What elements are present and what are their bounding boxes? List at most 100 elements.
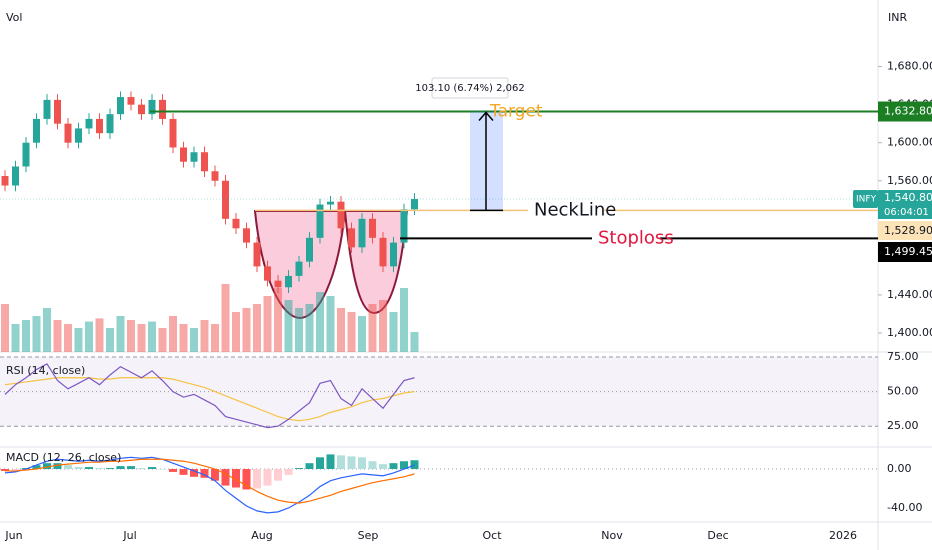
y-tick-label: 1,680.00 — [887, 60, 932, 73]
volume-bar — [316, 292, 324, 352]
macd-histogram-bar — [11, 469, 20, 470]
rsi-tick-label: 75.00 — [887, 350, 919, 363]
macd-histogram-bar — [337, 455, 345, 470]
candle-body — [106, 114, 114, 134]
macd-histogram-bar — [295, 468, 303, 470]
volume-bar — [358, 316, 366, 352]
macd-histogram-bar — [190, 469, 198, 477]
macd-histogram-bar — [64, 465, 72, 470]
macd-histogram-bar — [85, 467, 93, 470]
volume-bar — [221, 284, 230, 352]
candle-body — [411, 199, 418, 210]
volume-bar — [368, 304, 377, 352]
candle-body — [127, 97, 135, 105]
macd-tick-label: -40.00 — [887, 501, 922, 514]
last-price-tag — [878, 190, 932, 219]
arrow-head — [478, 111, 494, 121]
x-tick-label: Jun — [4, 529, 22, 542]
candle-body — [232, 218, 240, 229]
macd-histogram-bar — [211, 469, 219, 481]
volume-bar — [274, 288, 282, 352]
candle-body — [138, 104, 145, 115]
label-bg — [592, 227, 660, 250]
volume-bar — [11, 324, 20, 352]
macd-title: MACD (12, 26, close) — [6, 451, 121, 464]
stoploss-price-label: 1,499.45 — [884, 245, 932, 258]
countdown-label: 06:04:01 — [884, 207, 929, 218]
macd-histogram-bar — [253, 469, 261, 489]
macd-histogram-bar — [379, 464, 387, 470]
volume-bar — [305, 304, 314, 352]
candle-body — [1, 176, 9, 186]
candle-body — [180, 147, 187, 162]
macd-histogram-bar — [389, 463, 398, 470]
candle-body — [243, 228, 250, 243]
volume-bar — [43, 308, 51, 352]
volume-bar — [53, 320, 62, 352]
target-price-tag — [878, 101, 932, 122]
x-tick-label: 2026 — [829, 529, 857, 542]
macd-histogram-bar — [74, 467, 83, 470]
last-price-label: 1,540.80 — [884, 191, 932, 204]
currency-label: INR — [888, 11, 907, 24]
macd-histogram-bar — [179, 469, 188, 475]
macd-histogram-bar — [400, 461, 408, 470]
candle-body — [75, 128, 82, 143]
candle-body — [12, 166, 19, 186]
volume-bar — [64, 324, 72, 352]
y-tick-label: 1,600.00 — [887, 136, 932, 149]
macd-histogram-bar — [284, 469, 293, 475]
candle-body — [379, 237, 387, 267]
candle-body — [222, 180, 229, 219]
volume-bar — [127, 320, 135, 352]
macd-histogram-bar — [169, 469, 177, 472]
volume-bar — [1, 304, 9, 352]
candle-body — [85, 118, 93, 129]
volume-bar — [148, 321, 156, 352]
macd-histogram-bar — [158, 469, 167, 470]
candle-body — [348, 228, 355, 248]
candle-body — [337, 201, 345, 229]
macd-histogram-bar — [137, 468, 146, 470]
symbol-tag — [853, 190, 878, 208]
candle-body — [390, 242, 397, 267]
volume-bar — [410, 332, 419, 352]
candle-body — [274, 280, 282, 288]
neckline-label: NeckLine — [534, 199, 616, 220]
target-price-label: 1,632.80 — [884, 104, 932, 117]
stoploss-price-tag — [878, 242, 932, 262]
volume-bar — [200, 320, 209, 352]
candle-body — [211, 171, 219, 181]
volume-bar — [389, 312, 398, 352]
macd-tick-label: 0.00 — [887, 462, 912, 475]
volume-bar — [158, 328, 167, 352]
candle-body — [190, 152, 198, 162]
candle-body — [295, 261, 303, 276]
x-tick-label: Sep — [358, 529, 379, 542]
volume-bar — [116, 316, 125, 352]
candle-body — [96, 118, 103, 134]
volume-bar — [179, 324, 188, 352]
x-tick-label: Nov — [601, 529, 623, 542]
candle-body — [358, 218, 366, 248]
candle-body — [400, 209, 408, 243]
macd-histogram-bar — [106, 468, 114, 470]
y-tick-label: 1,560.00 — [887, 174, 932, 187]
macd-histogram-bar — [116, 466, 125, 470]
x-tick-label: Oct — [482, 529, 502, 542]
macd-histogram-bar — [95, 468, 104, 470]
candle-body — [117, 97, 124, 115]
candle-body — [22, 142, 30, 167]
macd-histogram-bar — [53, 463, 62, 470]
volume-bar — [85, 321, 93, 352]
candle-body — [285, 275, 292, 288]
candle-body — [169, 118, 177, 148]
volume-bar — [32, 316, 41, 352]
measure-label: 103.10 (6.74%) 2,062 — [415, 83, 525, 94]
volume-bar — [295, 308, 303, 352]
macd-histogram-bar — [368, 461, 377, 470]
label-bg — [528, 199, 604, 222]
x-tick-label: Dec — [707, 529, 728, 542]
macd-histogram-bar — [221, 469, 230, 486]
